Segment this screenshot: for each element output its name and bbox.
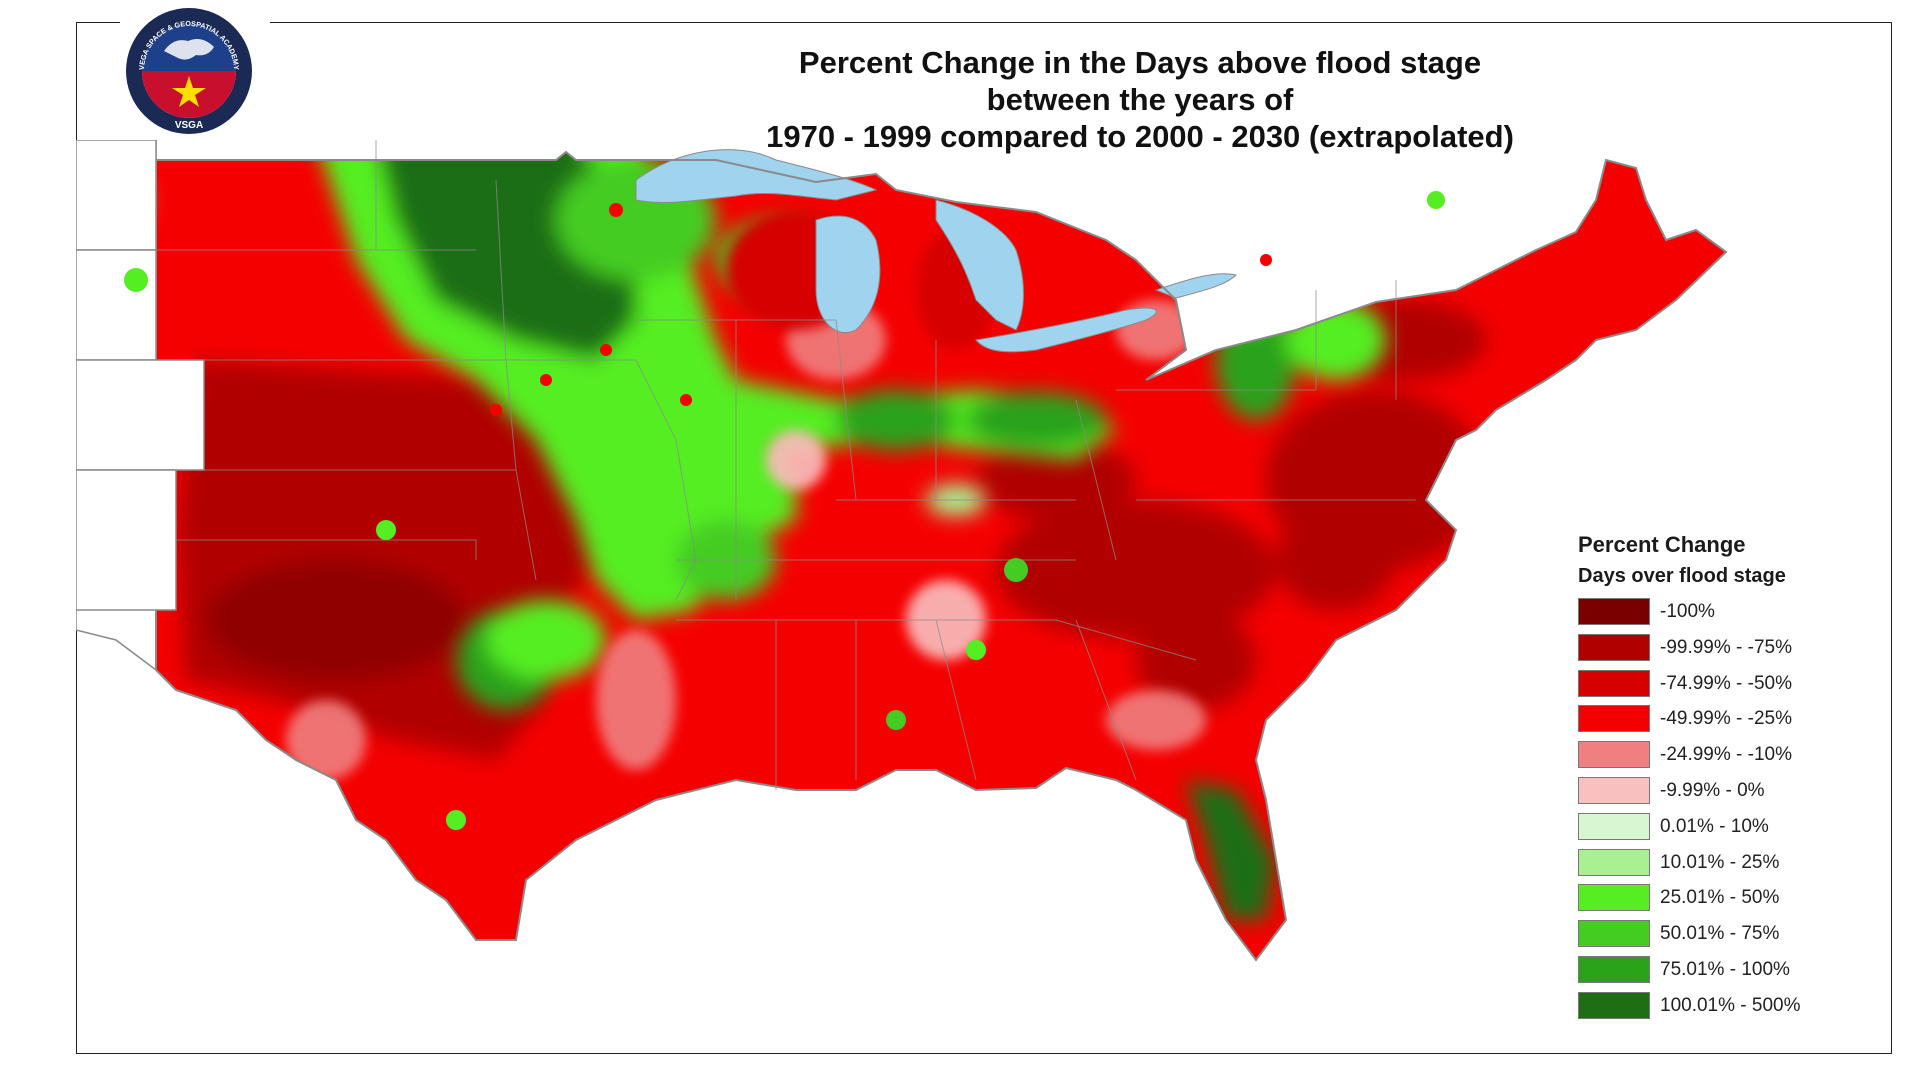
legend-swatch [1578,848,1650,876]
legend-swatch [1578,920,1650,948]
legend-label: -9.99% - 0% [1660,780,1765,801]
legend-item: 75.01% - 100% [1578,956,1878,986]
title-line-2: between the years of [986,82,1294,117]
legend-swatch [1578,741,1650,769]
vsga-logo: VSGA VEGA SPACE & GEOSPATIAL ACADEMY [126,8,252,134]
legend-swatch [1578,991,1650,1019]
legend-label: -74.99% - -50% [1660,672,1793,694]
legend-item: -99.99% - -75% [1578,633,1878,664]
legend-item: 0.01% - 10% [1578,812,1878,843]
legend-swatch [1578,884,1650,912]
legend-swatch [1578,705,1650,733]
legend-item: -9.99% - 0% [1578,777,1878,807]
legend-swatch [1578,598,1650,625]
legend-swatch [1578,633,1650,661]
flood-change-map [76,140,1728,962]
legend-item: -100% [1578,598,1878,628]
legend-label: -24.99% - -10% [1660,744,1793,766]
legend-item: -49.99% - -25% [1578,705,1878,735]
legend-label: -49.99% - -25% [1660,708,1793,730]
legend-label: 0.01% - 10% [1660,815,1769,837]
legend-label: 10.01% - 25% [1660,851,1780,873]
legend-label: 75.01% - 100% [1660,959,1790,980]
legend-swatch [1578,669,1650,697]
legend-item: 25.01% - 50% [1578,884,1878,914]
legend-label: -99.99% - -75% [1660,636,1793,658]
legend-item: 100.01% - 500% [1578,991,1878,1022]
map-title: Percent Change in the Days above flood s… [690,44,1590,155]
legend-subtitle: Days over flood stage [1578,565,1786,587]
title-line-1: Percent Change in the Days above flood s… [798,45,1482,80]
legend-swatch [1578,812,1650,840]
legend: Percent Change Days over flood stage -10… [1548,510,1878,1032]
legend-item: -74.99% - -50% [1578,669,1878,700]
legend-swatch [1578,777,1650,804]
legend-label: 50.01% - 75% [1660,923,1780,945]
legend-item: 50.01% - 75% [1578,920,1878,950]
legend-swatch [1578,956,1650,983]
legend-item: 10.01% - 25% [1578,848,1878,879]
logo-abbrev: VSGA [175,120,203,131]
legend-label: 25.01% - 50% [1660,887,1780,909]
legend-label: 100.01% - 500% [1660,994,1801,1016]
title-line-3: 1970 - 1999 compared to 2000 - 2030 (ext… [766,119,1514,154]
legend-item: -24.99% - -10% [1578,741,1878,771]
legend-label: -100% [1660,601,1715,622]
legend-title: Percent Change [1578,532,1746,557]
